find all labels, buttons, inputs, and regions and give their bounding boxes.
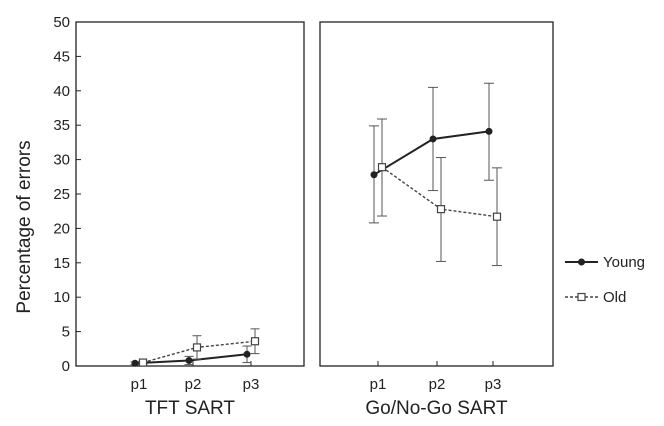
data-point-old xyxy=(436,205,446,214)
panel-go-no-go-sart: p1 p2 p3 Go/No-Go SART xyxy=(319,21,554,419)
y-tick-label: 10 xyxy=(53,289,70,306)
data-point-old xyxy=(250,337,260,346)
legend-label-young: Young xyxy=(603,254,645,271)
y-tick-label: 20 xyxy=(53,220,70,237)
data-point-young xyxy=(243,350,251,358)
x-tick-label: p1 xyxy=(131,376,148,393)
data-point-old xyxy=(377,163,387,172)
panel-tft-sart: 0 5 10 15 20 25 30 35 40 45 50 p1 p2 p3 TFT SART xyxy=(53,14,305,419)
x-axis-label: TFT SART xyxy=(145,398,235,419)
legend-marker-young xyxy=(578,258,585,266)
data-point-old xyxy=(138,358,148,367)
data-point-young xyxy=(370,171,378,179)
legend: Young Old xyxy=(565,254,645,306)
data-point-young xyxy=(485,127,493,135)
y-axis-label: Percentage of errors xyxy=(14,140,35,313)
y-tick-label: 30 xyxy=(53,152,70,169)
y-tick-label: 5 xyxy=(62,324,70,341)
y-tick-label: 25 xyxy=(53,186,70,203)
plot-frame xyxy=(319,21,554,367)
data-point-young xyxy=(131,359,139,367)
plot-frame xyxy=(75,21,305,367)
x-tick-label: p1 xyxy=(370,376,387,393)
data-point-old xyxy=(192,343,202,352)
y-tick-label: 40 xyxy=(53,83,70,100)
x-tick-label: p3 xyxy=(485,376,502,393)
y-tick-label: 45 xyxy=(53,48,70,65)
y-tick-label: 0 xyxy=(62,358,70,375)
data-point-old xyxy=(492,212,502,221)
data-point-young xyxy=(185,356,193,364)
legend-label-old: Old xyxy=(603,289,626,306)
y-tick-label: 50 xyxy=(53,14,70,31)
x-tick-label: p3 xyxy=(243,376,260,393)
data-point-young xyxy=(429,135,437,143)
x-axis-label: Go/No-Go SART xyxy=(365,398,508,419)
x-tick-label: p2 xyxy=(429,376,446,393)
legend-marker-old xyxy=(577,292,586,302)
y-tick-label: 15 xyxy=(53,255,70,272)
y-tick-label: 35 xyxy=(53,117,70,134)
x-tick-label: p2 xyxy=(185,376,202,393)
